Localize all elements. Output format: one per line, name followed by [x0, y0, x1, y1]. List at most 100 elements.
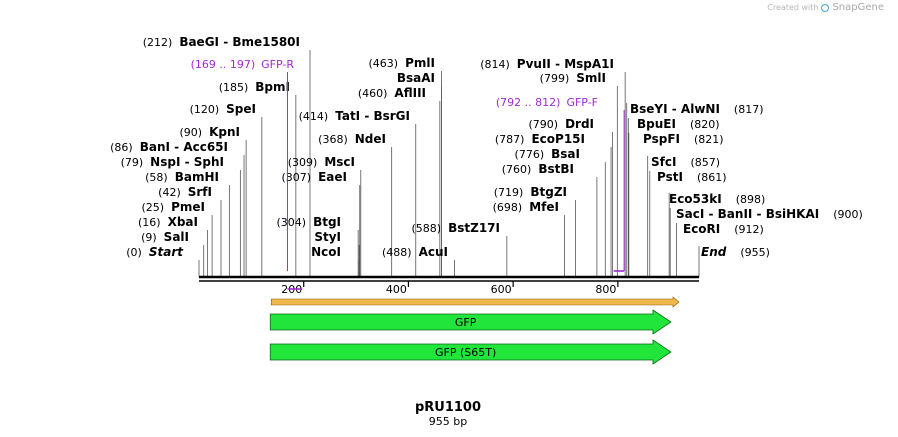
site-pos-saci-banii-bsihkai: (900): [833, 208, 863, 221]
site-pos-bstz17i: (588): [412, 222, 442, 235]
site-label-ncoi: NcoI: [311, 245, 341, 259]
snapgene-logo-icon: [821, 3, 830, 12]
site-pos-srfi: (42): [158, 186, 181, 199]
site-name-bani-acc65i: BanI - Acc65I: [140, 140, 228, 154]
site-label-bpuei: BpuEI (820): [637, 117, 720, 131]
site-name-psti: PstI: [657, 170, 683, 184]
site-name-bamhi: BamHI: [175, 170, 219, 184]
site-name-start: Start: [149, 245, 184, 259]
site-label-pmli: (463) PmlI: [369, 56, 435, 70]
site-name-bstz17i: BstZ17I: [448, 221, 500, 235]
site-pos-mfei: (698): [493, 201, 523, 214]
site-name-xbai: XbaI: [168, 215, 198, 229]
site-name-mfei: MfeI: [529, 200, 559, 214]
features: GFP GFP (S65T): [269, 309, 672, 365]
site-labels: (0) Start(9) SalI(16) XbaI(25) PmeI(42) SrfI(…: [110, 35, 863, 259]
site-pos-ecop15i: (787): [495, 133, 525, 146]
site-label-pvuii-mspa1i: (814) PvuII - MspA1I: [480, 57, 614, 71]
site-label-saci-banii-bsihkai: SacI - BanII - BsiHKAI (900): [676, 207, 863, 221]
site-label-srfi: (42) SrfI: [158, 185, 212, 199]
site-pos-eco53ki: (898): [736, 193, 766, 206]
site-pos-end: (955): [740, 246, 770, 259]
site-label-mfei: (698) MfeI: [493, 200, 559, 214]
plasmid-name: pRU1100: [415, 400, 481, 415]
site-name-ndei: NdeI: [355, 132, 386, 146]
site-name-smli: SmlI: [576, 71, 606, 85]
primer-label-gfp-f: (792 .. 812) GFP-F: [496, 96, 598, 109]
site-label-sfci: SfcI (857): [651, 155, 720, 169]
site-label-ndei: (368) NdeI: [318, 132, 386, 146]
site-label-btgzi: (719) BtgZI: [494, 185, 567, 199]
sequence-backbone: [199, 275, 699, 282]
primer-label-gfp-r: (169 .. 197) GFP-R: [191, 58, 295, 71]
site-name-btgi: BtgI: [313, 215, 341, 229]
site-label-eco53ki: Eco53kI (898): [669, 192, 765, 206]
site-pos-bseyi-alwni: (817): [734, 103, 764, 116]
site-pos-eaei: (307): [282, 171, 312, 184]
site-label-tati-bsrgi: (414) TatI - BsrGI: [299, 109, 410, 123]
site-name-bpuei: BpuEI: [637, 117, 676, 131]
site-pos-kpni: (90): [180, 126, 203, 139]
site-name-bpmi: BpmI: [255, 80, 290, 94]
site-label-bseyi-alwni: BseYI - AlwNI (817): [630, 102, 764, 116]
site-pos-bpmi: (185): [219, 81, 249, 94]
site-lines: [198, 50, 700, 277]
tick-label-600: 600: [491, 283, 512, 296]
feature-label-gfp: GFP: [455, 316, 477, 329]
site-label-pspfi: PspFI (821): [643, 132, 724, 146]
primer-name-gfp-r: GFP-R: [261, 58, 294, 71]
site-name-sali: SalI: [164, 230, 189, 244]
site-name-pspfi: PspFI: [643, 132, 680, 146]
site-pos-baegi-bme1580i: (212): [143, 36, 173, 49]
site-name-baegi-bme1580i: BaeGI - Bme1580I: [179, 35, 300, 49]
site-name-styi: StyI: [314, 230, 341, 244]
site-label-drdi: (790) DrdI: [528, 117, 594, 131]
site-pos-spei: (120): [190, 103, 220, 116]
tick-label-800: 800: [595, 283, 616, 296]
site-name-tati-bsrgi: TatI - BsrGI: [335, 109, 410, 123]
site-label-pmei: (25) PmeI: [142, 200, 206, 214]
site-pos-nspi-sphi: (79): [121, 156, 144, 169]
site-name-pmli: PmlI: [405, 56, 435, 70]
site-name-nspi-sphi: NspI - SphI: [150, 155, 224, 169]
site-name-ecop15i: EcoP15I: [531, 132, 585, 146]
site-label-bani-acc65i: (86) BanI - Acc65I: [110, 140, 228, 154]
site-label-ecori: EcoRI (912): [683, 222, 764, 236]
site-name-ncoi: NcoI: [311, 245, 341, 259]
feature-label-gfp-s65t: GFP (S65T): [435, 346, 496, 359]
site-pos-bsai: (776): [515, 148, 545, 161]
site-pos-pvuii-mspa1i: (814): [480, 58, 510, 71]
site-name-spei: SpeI: [226, 102, 256, 116]
site-pos-drdi: (790): [528, 118, 558, 131]
site-label-eaei: (307) EaeI: [282, 170, 348, 184]
site-name-bstbi: BstBI: [538, 162, 574, 176]
site-label-bstbi: (760) BstBI: [502, 162, 574, 176]
site-label-msci: (309) MscI: [288, 155, 355, 169]
site-label-btgi: (304) BtgI: [276, 215, 341, 229]
site-pos-psti: (861): [697, 171, 727, 184]
site-label-bpmi: (185) BpmI: [219, 80, 290, 94]
site-name-drdi: DrdI: [565, 117, 594, 131]
site-name-msci: MscI: [324, 155, 355, 169]
primer-pos-gfp-r: (169 .. 197): [191, 58, 256, 71]
site-name-afliii: AflIII: [394, 86, 426, 100]
site-name-pmei: PmeI: [171, 200, 205, 214]
site-name-eco53ki: Eco53kI: [669, 192, 722, 206]
site-label-psti: PstI (861): [657, 170, 727, 184]
site-name-bsai: BsaI: [551, 147, 580, 161]
site-pos-pmli: (463): [369, 57, 399, 70]
primers: (169 .. 197) GFP-R (792 .. 812) GFP-F: [191, 58, 625, 290]
site-name-kpni: KpnI: [209, 125, 240, 139]
site-label-acui: (488) AcuI: [382, 245, 448, 259]
credit-prefix: Created with: [767, 3, 819, 12]
site-label-ecop15i: (787) EcoP15I: [495, 132, 585, 146]
site-label-bsai: (776) BsaI: [515, 147, 580, 161]
site-pos-sfci: (857): [690, 156, 720, 169]
site-name-sfci: SfcI: [651, 155, 676, 169]
site-name-saci-banii-bsihkai: SacI - BanII - BsiHKAI: [676, 207, 819, 221]
axis-ticks: 200 400 600 800: [281, 281, 619, 296]
tick-label-400: 400: [386, 283, 407, 296]
site-pos-afliii: (460): [358, 87, 388, 100]
site-pos-pmei: (25): [142, 201, 165, 214]
